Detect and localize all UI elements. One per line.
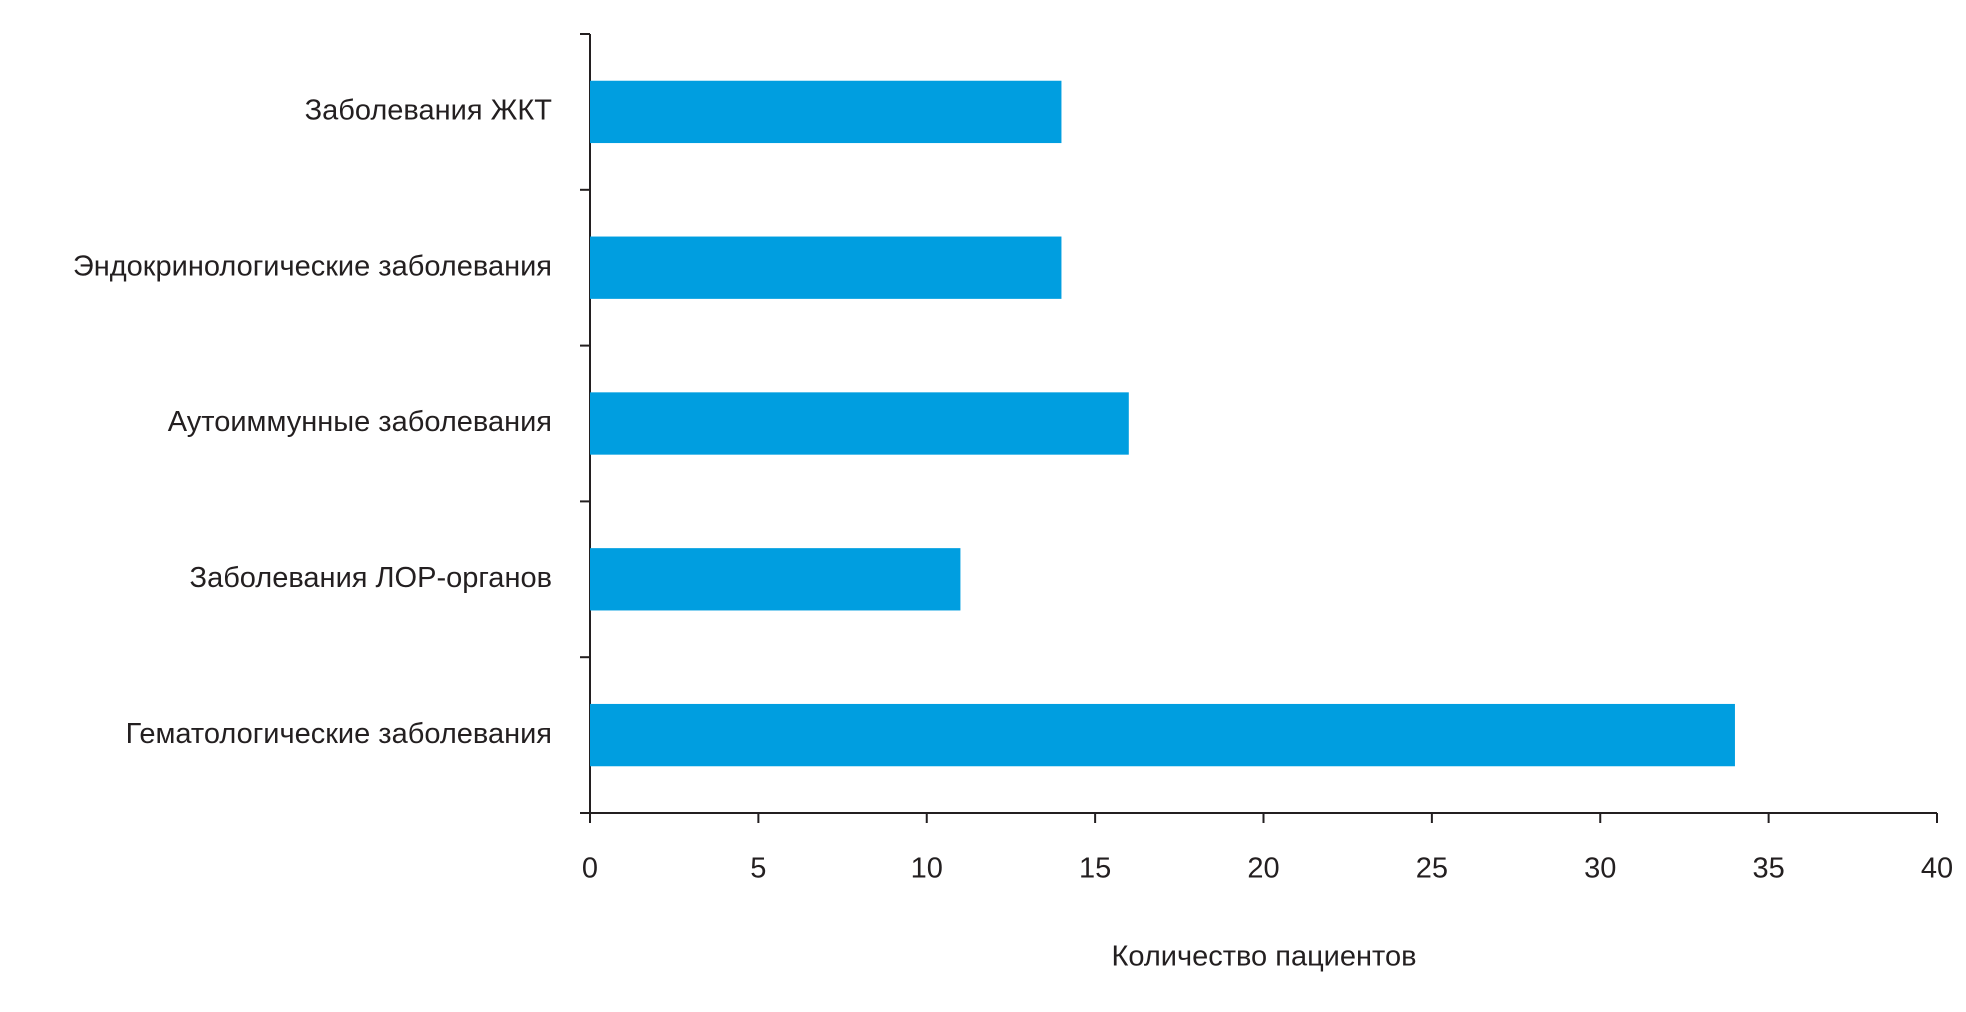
y-tick-label: Заболевания ЛОР-органов: [190, 562, 552, 594]
x-tick-label: 15: [1079, 853, 1111, 885]
y-tick-label: Аутоиммунные заболевания: [168, 406, 552, 438]
x-tick-label: 5: [750, 853, 766, 885]
bar: [590, 548, 961, 611]
x-tick-label: 40: [1921, 853, 1953, 885]
y-tick-label: Заболевания ЖКТ: [305, 95, 553, 127]
y-tick-label: Эндокринологические заболевания: [73, 250, 552, 282]
x-axis-label: Количество пациентов: [1111, 941, 1416, 973]
y-tick-label: Гематологические заболевания: [126, 718, 552, 750]
bar: [590, 236, 1062, 299]
x-tick-label: 35: [1752, 853, 1784, 885]
x-tick-label: 0: [582, 853, 598, 885]
x-tick-label: 10: [911, 853, 943, 885]
x-tick-label: 20: [1247, 853, 1279, 885]
bar: [590, 80, 1062, 144]
bar: [590, 392, 1129, 455]
bar: [590, 703, 1735, 767]
x-tick-label: 25: [1416, 853, 1448, 885]
x-tick-label: 30: [1584, 853, 1616, 885]
